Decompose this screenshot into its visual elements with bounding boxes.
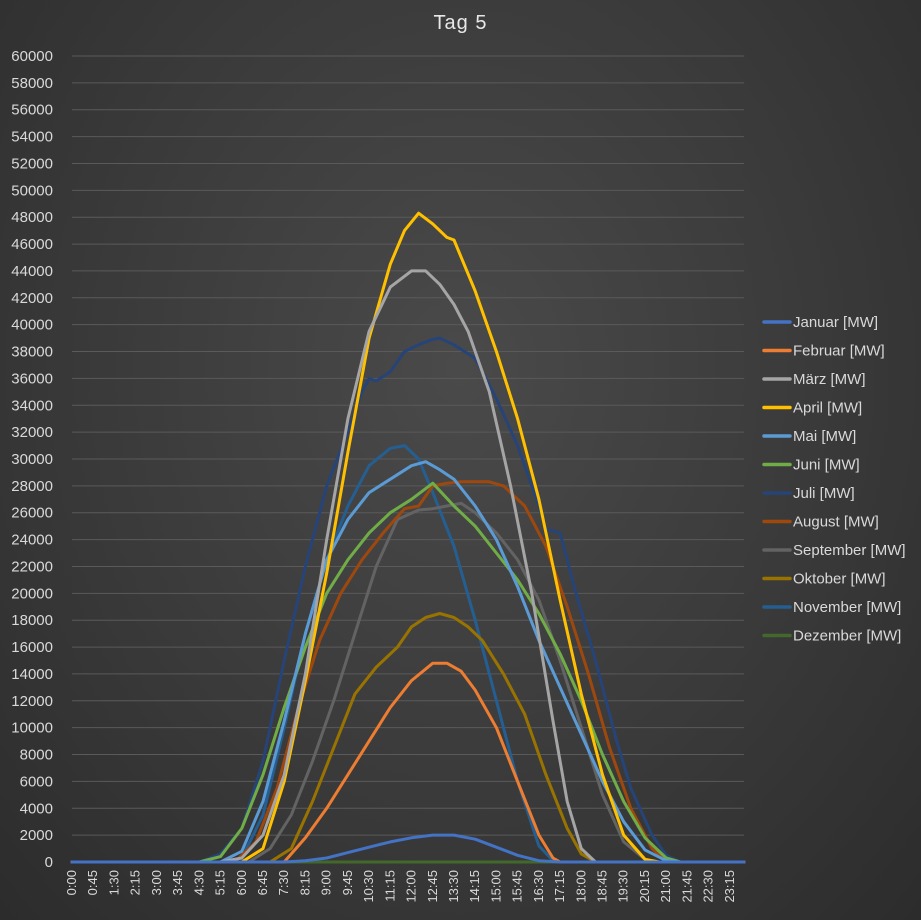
y-tick-label: 38000 [11, 344, 53, 361]
legend-label: September [MW] [793, 542, 906, 559]
x-tick-label: 10:30 [361, 870, 376, 903]
y-tick-label: 32000 [11, 424, 53, 441]
y-tick-label: 44000 [11, 263, 53, 280]
y-tick-label: 56000 [11, 102, 53, 119]
x-tick-label: 17:15 [552, 870, 567, 903]
legend-label: November [MW] [793, 599, 901, 616]
series-line-februar [70, 661, 746, 864]
x-tick-label: 8:15 [297, 870, 312, 895]
series-line-oktober [70, 612, 746, 864]
x-tick-label: 18:45 [595, 870, 610, 903]
x-tick-label: 23:15 [722, 870, 737, 903]
y-tick-label: 34000 [11, 397, 53, 414]
y-tick-label: 18000 [11, 612, 53, 629]
legend-label: Dezember [MW] [793, 628, 901, 645]
y-tick-label: 4000 [20, 800, 53, 817]
x-tick-label: 18:00 [573, 870, 588, 903]
x-tick-label: 21:00 [658, 870, 673, 903]
series-line-juli [70, 336, 746, 864]
x-tick-label: 1:30 [106, 870, 121, 895]
x-tick-label: 9:00 [319, 870, 334, 895]
x-tick-label: 16:30 [531, 870, 546, 903]
series-line-juni [70, 481, 746, 864]
x-tick-label: 3:45 [170, 870, 185, 895]
y-axis: 0 2000 4000 6000 8000 10000 12000 14000 16000 180… [11, 48, 53, 871]
y-tick-label: 22000 [11, 558, 53, 575]
y-tick-label: 24000 [11, 532, 53, 549]
legend-label: Juli [MW] [793, 485, 855, 502]
series-line-august [70, 480, 746, 864]
legend-label: Oktober [MW] [793, 571, 886, 588]
y-tick-label: 40000 [11, 317, 53, 334]
y-tick-label: 50000 [11, 182, 53, 199]
y-tick-label: 6000 [20, 773, 53, 790]
y-tick-label: 16000 [11, 639, 53, 656]
y-tick-label: 36000 [11, 370, 53, 387]
x-tick-label: 14:15 [467, 870, 482, 903]
y-tick-label: 58000 [11, 75, 53, 92]
x-tick-label: 7:30 [276, 870, 291, 895]
x-tick-label: 6:00 [234, 870, 249, 895]
x-tick-label: 0:45 [85, 870, 100, 895]
y-tick-label: 30000 [11, 451, 53, 468]
y-tick-label: 2000 [20, 827, 53, 844]
y-tick-label: 48000 [11, 209, 53, 226]
legend-label: Juni [MW] [793, 457, 860, 474]
legend-label: Januar [MW] [793, 314, 878, 331]
y-tick-label: 0 [45, 854, 53, 871]
x-tick-label: 4:30 [191, 870, 206, 895]
y-tick-label: 54000 [11, 129, 53, 146]
y-tick-label: 12000 [11, 693, 53, 710]
legend-label: April [MW] [793, 400, 862, 417]
legend-label: August [MW] [793, 514, 879, 531]
x-axis: 0:00 0:45 1:30 2:15 3:00 3:45 4:30 5:15 6:00 6:45… [64, 870, 737, 903]
y-tick-label: 28000 [11, 478, 53, 495]
chart-title: Tag 5 [433, 12, 488, 34]
x-tick-label: 12:00 [404, 870, 419, 903]
y-tick-label: 10000 [11, 720, 53, 737]
grid [72, 55, 744, 863]
y-tick-label: 42000 [11, 290, 53, 307]
y-tick-label: 60000 [11, 48, 53, 65]
x-tick-label: 22:30 [701, 870, 716, 903]
x-tick-label: 5:15 [213, 870, 228, 895]
y-tick-label: 8000 [20, 747, 53, 764]
x-tick-label: 6:45 [255, 870, 270, 895]
y-tick-label: 46000 [11, 236, 53, 253]
x-tick-label: 15:45 [510, 870, 525, 903]
x-tick-label: 19:30 [616, 870, 631, 903]
legend-label: Februar [MW] [793, 343, 885, 360]
series-lines [70, 211, 746, 864]
series-line-januar [70, 833, 746, 864]
x-tick-label: 12:45 [425, 870, 440, 903]
legend: Januar [MW] Februar [MW] März [MW] April [M… [762, 314, 906, 645]
y-tick-label: 20000 [11, 585, 53, 602]
x-tick-label: 9:45 [340, 870, 355, 895]
y-tick-label: 14000 [11, 666, 53, 683]
x-tick-label: 3:00 [149, 870, 164, 895]
legend-label: März [MW] [793, 371, 866, 388]
x-tick-label: 11:15 [382, 870, 397, 902]
series-line-november [70, 444, 746, 864]
series-line-mai [70, 460, 746, 864]
x-tick-label: 15:00 [488, 870, 503, 903]
x-tick-label: 13:30 [446, 870, 461, 903]
x-tick-label: 2:15 [128, 870, 143, 895]
x-tick-label: 0:00 [64, 870, 79, 895]
y-tick-label: 26000 [11, 505, 53, 522]
x-tick-label: 21:45 [679, 870, 694, 903]
y-tick-label: 52000 [11, 155, 53, 172]
series-line-april [70, 211, 746, 864]
series-line-märz [70, 269, 746, 864]
legend-label: Mai [MW] [793, 428, 856, 445]
x-tick-label: 20:15 [637, 870, 652, 903]
